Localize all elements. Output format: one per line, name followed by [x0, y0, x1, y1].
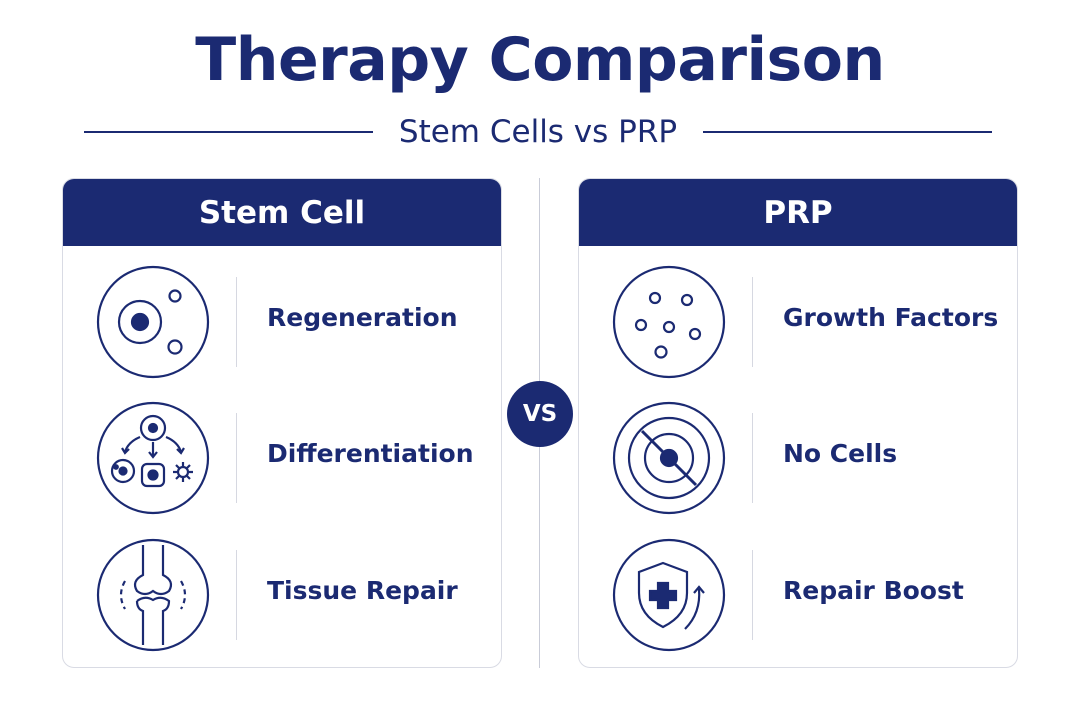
shield-plus-icon — [611, 537, 727, 653]
row-separator — [236, 413, 237, 503]
no-cells-icon — [611, 400, 727, 516]
comparison-row: Tissue Repair — [63, 534, 501, 654]
row-separator — [236, 277, 237, 367]
vs-badge: VS — [507, 381, 573, 447]
knee-joint-icon — [95, 537, 211, 653]
comparison-row: Repair Boost — [579, 534, 1017, 654]
row-label: Growth Factors — [783, 303, 999, 332]
row-label: Differentiation — [267, 439, 474, 468]
prp-panel-header: PRP — [579, 179, 1017, 246]
row-separator — [236, 550, 237, 640]
subtitle-rule-right — [703, 131, 992, 133]
comparison-row: Regeneration — [63, 261, 501, 381]
row-separator — [752, 413, 753, 503]
row-label: Tissue Repair — [267, 576, 458, 605]
row-separator — [752, 277, 753, 367]
row-label: Repair Boost — [783, 576, 964, 605]
growth-factors-icon — [611, 264, 727, 380]
row-label: Regeneration — [267, 303, 458, 332]
stem-cell-icon — [95, 264, 211, 380]
page-title: Therapy Comparison — [195, 25, 885, 95]
comparison-row: Differentiation — [63, 397, 501, 517]
row-label: No Cells — [783, 439, 898, 468]
stem-cell-panel-header: Stem Cell — [63, 179, 501, 246]
stem-cell-panel: Stem Cell Regeneration — [62, 178, 502, 668]
page-subtitle: Stem Cells vs PRP — [398, 114, 678, 150]
row-separator — [752, 550, 753, 640]
subtitle-rule-left — [84, 131, 373, 133]
differentiation-icon — [95, 400, 211, 516]
comparison-row: Growth Factors — [579, 261, 1017, 381]
comparison-row: No Cells — [579, 397, 1017, 517]
prp-panel: PRP Growth Factors — [578, 178, 1018, 668]
subtitle-row: Stem Cells vs PRP — [84, 112, 992, 152]
